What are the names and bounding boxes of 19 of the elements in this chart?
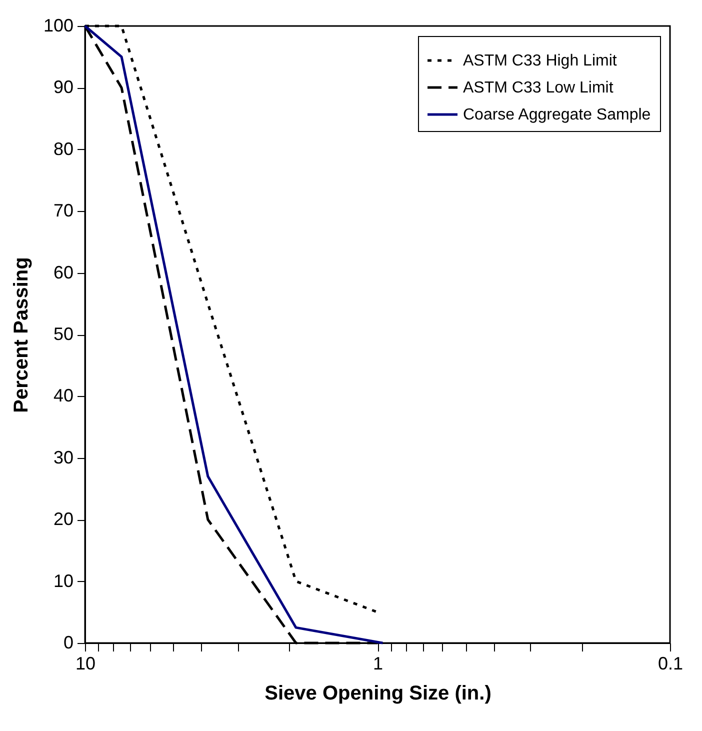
y-tick-label: 50	[53, 324, 74, 344]
y-tick-label: 0	[63, 632, 74, 652]
y-tick-label: 10	[53, 570, 74, 591]
x-axis-title: Sieve Opening Size (in.)	[264, 682, 492, 704]
y-tick-label: 80	[53, 138, 74, 159]
y-tick-label: 60	[53, 262, 74, 282]
legend-label: ASTM C33 High Limit	[463, 52, 618, 70]
legend-label: Coarse Aggregate Sample	[463, 106, 651, 124]
y-tick-label: 40	[53, 386, 74, 406]
legend-label: ASTM C33 Low Limit	[463, 80, 614, 96]
y-tick-label: 90	[53, 77, 74, 98]
y-axis-title: Percent Passing	[10, 257, 32, 413]
y-tick-label: 100	[43, 16, 74, 36]
y-tick-label: 20	[53, 509, 74, 530]
y-tick-label: 30	[53, 447, 74, 468]
x-tick-label: 0.1	[658, 654, 684, 674]
y-tick-label: 70	[53, 200, 74, 221]
x-tick-label: 10	[75, 654, 96, 674]
x-tick-label: 1	[372, 654, 384, 674]
